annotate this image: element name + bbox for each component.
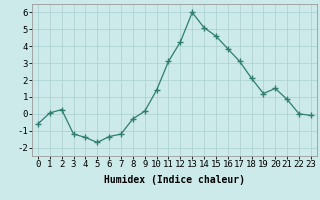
X-axis label: Humidex (Indice chaleur): Humidex (Indice chaleur) [104, 175, 245, 185]
